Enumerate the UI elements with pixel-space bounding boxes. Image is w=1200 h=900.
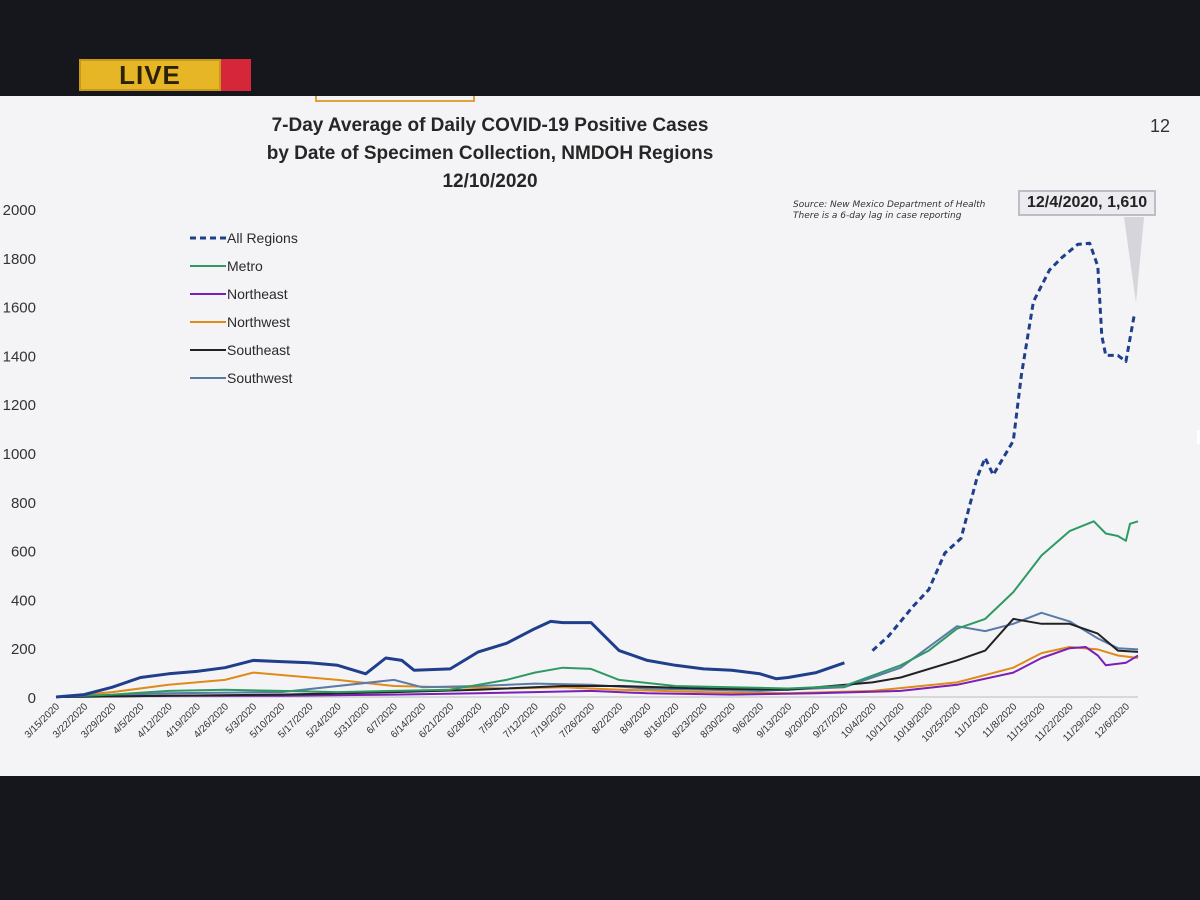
live-badge-red-block [221,59,251,91]
y-tick-label: 1800 [3,251,36,268]
legend-label-metro: Metro [227,258,263,274]
source-note-line-1: Source: New Mexico Department of Health [793,200,986,210]
series-line-metro [55,520,1139,698]
legend-label-southeast: Southeast [227,342,290,358]
legend-label-northeast: Northeast [227,286,288,302]
page-number: 12 [1149,116,1170,136]
y-tick-label: 800 [11,495,36,512]
y-tick-label: 200 [11,641,36,658]
legend-label-all_regions: All Regions [227,230,298,246]
y-tick-label: 1000 [3,446,36,463]
series-line-all_regions [55,619,845,699]
line-chart: 02004006008001000120014001600180020003/1… [3,202,1144,745]
source-note-line-2: There is a 6-day lag in case reporting [793,211,962,221]
series-line-southeast [55,617,1139,698]
y-tick-label: 1600 [3,300,36,317]
y-tick-label: 0 [28,690,36,707]
chart-title-line-3: 12/10/2020 [442,171,538,192]
series-line-all_regions-dashed [871,241,1138,652]
screen-edge-mark [1197,430,1200,444]
callout-pointer [1124,217,1144,303]
y-tick-label: 1200 [3,397,36,414]
chart-slide: 0 200 400 600 800 1000 1200 1400 1600 1800 2000 3/1… [0,96,1200,776]
legend-label-southwest: Southwest [227,370,292,386]
y-tick-label: 400 [11,592,36,609]
series-line-northeast [55,646,1139,698]
series-line-northwest [55,646,1139,698]
live-badge: LIVE [79,59,251,91]
live-badge-label: LIVE [79,59,221,91]
legend-label-northwest: Northwest [227,314,290,330]
chart-title-line-1: 7-Day Average of Daily COVID-19 Positive… [271,115,709,136]
peak-callout: 12/4/2020, 1,610 [1018,190,1157,216]
y-tick-label: 1400 [3,348,36,365]
chart-title: 7-Day Average of Daily COVID-19 Positive… [190,112,790,196]
chart-title-line-2: by Date of Specimen Collection, NMDOH Re… [266,143,714,164]
slide-tab-marker [315,96,475,102]
y-tick-label: 600 [11,544,36,561]
y-tick-label: 2000 [3,202,36,219]
source-note: Source: New Mexico Department of Health … [793,200,985,222]
